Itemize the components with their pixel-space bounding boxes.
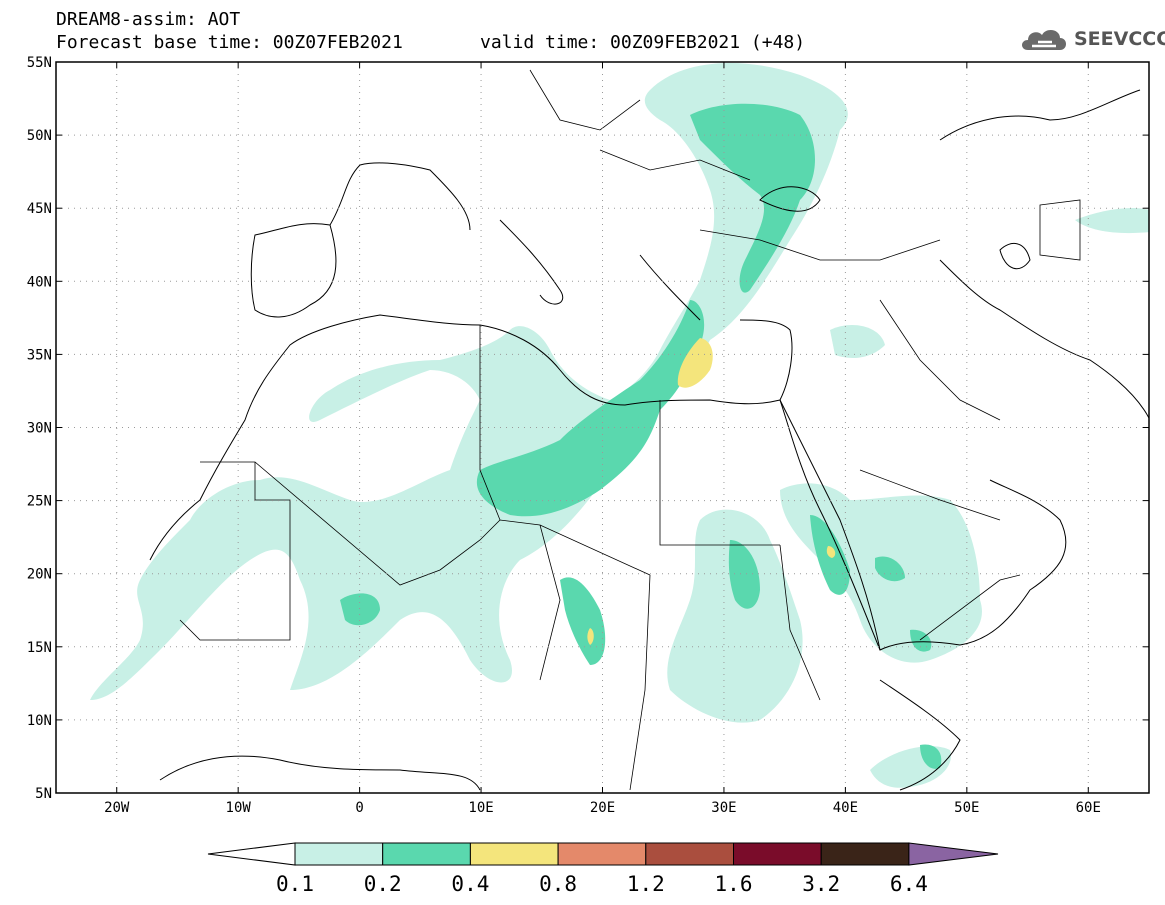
valid-time: valid time: 00Z09FEB2021 (+48) [480,32,806,53]
cloud-icon [1022,29,1066,50]
country-borders [179,69,1081,791]
lon-label: 20W [104,800,130,816]
colorbar-label: 1.6 [714,872,753,896]
seevccc-logo: SEEVCCC [1018,22,1165,58]
map-title: DREAM8-assim: AOT [56,9,241,30]
graticule [56,62,1149,793]
aot-shading-high [587,338,836,645]
lon-label: 30E [711,800,736,816]
lon-label: 0 [355,800,363,816]
colorbar-box [820,842,910,866]
colorbar-box [294,842,384,866]
coastlines [149,89,1149,791]
lat-label: 30N [27,421,52,437]
aot-shading-medium [340,103,942,769]
lon-label: 10E [468,800,493,816]
colorbar-label: 6.4 [889,872,928,896]
lon-label: 10W [226,800,252,816]
colorbar-low-arrow [207,842,296,866]
colorbar-label: 1.2 [626,872,665,896]
colorbar-label: 0.4 [451,872,490,896]
lon-label: 40E [833,800,858,816]
colorbar-label: 0.8 [539,872,578,896]
lat-label: 35N [27,347,52,363]
colorbar-box [733,842,822,866]
lon-label: 20E [590,800,615,816]
colorbar-label: 3.2 [802,872,841,896]
colorbar-label: 0.2 [363,872,402,896]
forecast-base-time: Forecast base time: 00Z07FEB2021 [56,32,403,53]
lat-label: 15N [27,640,52,656]
lat-label: 55N [27,55,52,71]
colorbar-box [557,842,647,866]
colorbar-label: 0.1 [276,872,314,896]
colorbar-box [382,842,471,866]
lat-label: 50N [27,128,52,144]
lat-label: 5N [35,786,52,802]
lat-label: 45N [27,201,52,217]
logo-text: SEEVCCC [1074,28,1165,50]
lat-label: 40N [27,274,52,290]
lon-label: 50E [954,800,979,816]
colorbar-box [469,842,559,866]
colorbar-box [645,842,734,866]
lat-label: 10N [27,713,52,729]
colorbar-high-arrow [908,842,999,866]
lat-label: 25N [27,494,52,510]
lat-label: 20N [27,567,52,583]
lon-label: 60E [1076,800,1101,816]
